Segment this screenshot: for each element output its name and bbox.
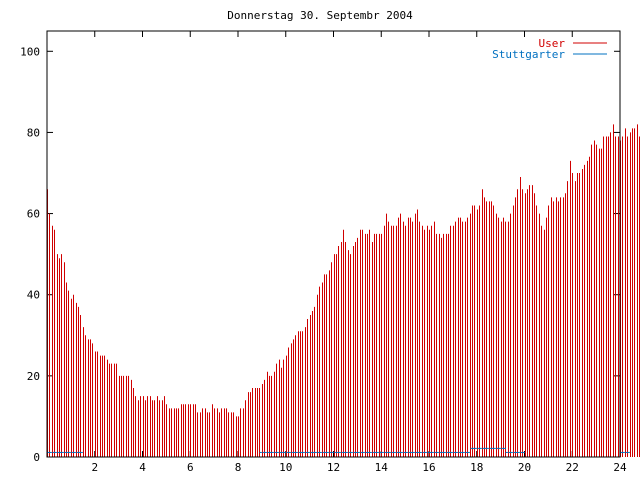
x-tick-label: 10 — [279, 461, 292, 474]
x-tick-label: 2 — [91, 461, 98, 474]
y-tick-label: 40 — [27, 289, 40, 302]
x-tick-label: 14 — [375, 461, 389, 474]
series-stuttgarter-bars — [47, 447, 630, 453]
x-tick-label: 24 — [613, 461, 627, 474]
x-tick-label: 18 — [470, 461, 483, 474]
x-tick-label: 16 — [422, 461, 435, 474]
y-tick-label: 0 — [33, 451, 40, 464]
y-tick-label: 20 — [27, 370, 40, 383]
legend-label-user: User — [539, 37, 566, 50]
legend-label-stuttgarter: Stuttgarter — [492, 48, 565, 61]
series-user-bars — [47, 124, 640, 457]
x-tick-label: 22 — [566, 461, 579, 474]
chart-title: Donnerstag 30. Septembr 2004 — [227, 9, 413, 22]
y-tick-label: 80 — [27, 126, 40, 139]
x-tick-label: 8 — [235, 461, 242, 474]
x-tick-label: 6 — [187, 461, 194, 474]
x-tick-label: 20 — [518, 461, 531, 474]
x-tick-label: 4 — [139, 461, 146, 474]
x-tick-label: 12 — [327, 461, 340, 474]
y-tick-label: 60 — [27, 208, 40, 221]
plot-frame — [46, 30, 621, 458]
y-tick-label: 100 — [20, 45, 40, 58]
